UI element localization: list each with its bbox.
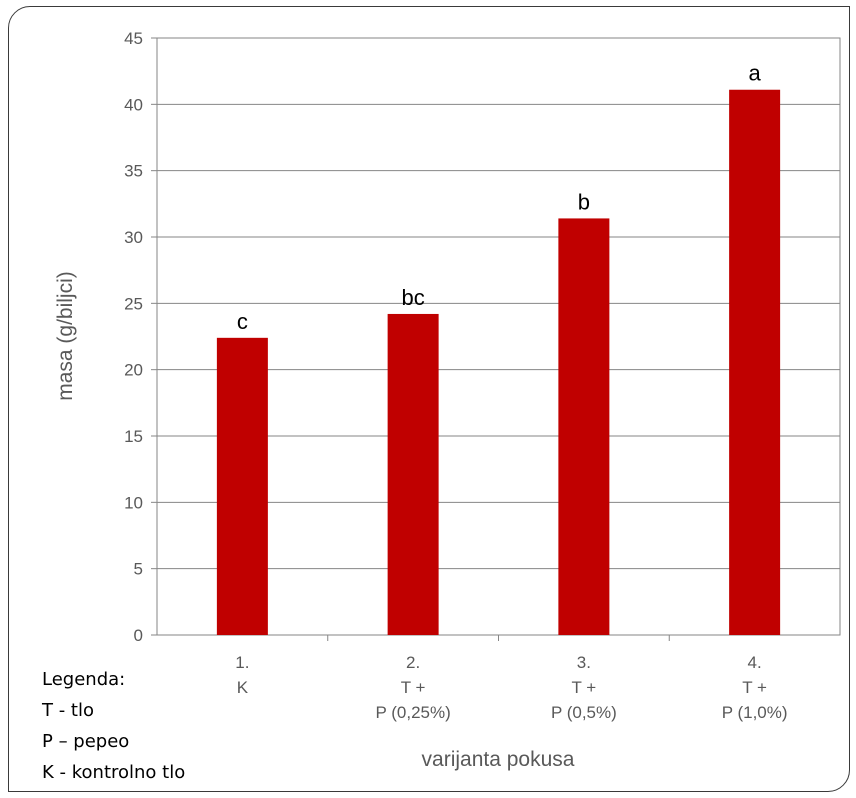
x-category-label: 2. [406, 653, 420, 672]
y-tick-label: 20 [124, 361, 143, 380]
x-axis-categories: 1. K 2. T + P (0,25%) 3. T + P (0,5%) 4. T + P (1,… [235, 635, 788, 722]
bar-data-label: a [749, 61, 762, 86]
y-axis-ticks: 0 5 10 15 20 25 30 35 40 45 [124, 29, 157, 645]
y-tick-label: 25 [124, 294, 143, 313]
legend-title: Legenda: [42, 669, 126, 690]
x-category-label: K [237, 678, 249, 697]
bars: c bc b a [216, 61, 781, 636]
y-tick-label: 10 [124, 493, 143, 512]
y-tick-label: 35 [124, 162, 143, 181]
x-category-label: T + [742, 678, 767, 697]
bar-data-label: b [578, 189, 590, 214]
legend-notes: Legenda: T - tlo P – pepeo K - kontrolno… [42, 664, 185, 788]
y-tick-label: 45 [124, 29, 143, 48]
x-category-label: T + [572, 678, 597, 697]
x-category-label: P (0,25%) [375, 703, 450, 722]
y-tick-label: 5 [134, 560, 143, 579]
bar [729, 89, 781, 636]
y-axis-title: masa (g/biljci) [54, 271, 77, 401]
gridlines [157, 103, 840, 570]
legend-item-t: T - tlo [42, 700, 95, 721]
x-category-label: 1. [235, 653, 249, 672]
x-category-label: T + [401, 678, 426, 697]
x-axis-title: varijanta pokusa [422, 748, 575, 771]
bar [387, 313, 439, 635]
y-tick-label: 30 [124, 228, 143, 247]
x-category-label: 3. [577, 653, 591, 672]
legend-item-p: P – pepeo [42, 731, 130, 752]
bar-data-label: bc [402, 285, 425, 310]
y-tick-label: 40 [124, 95, 143, 114]
y-tick-label: 15 [124, 427, 143, 446]
x-category-label: 4. [748, 653, 762, 672]
bar [216, 337, 268, 635]
x-category-label: P (1,0%) [722, 703, 788, 722]
x-category-label: P (0,5%) [551, 703, 617, 722]
bar [558, 218, 610, 635]
legend-item-k: K - kontrolno tlo [42, 762, 186, 783]
bar-data-label: c [237, 309, 248, 334]
y-tick-label: 0 [134, 626, 143, 645]
